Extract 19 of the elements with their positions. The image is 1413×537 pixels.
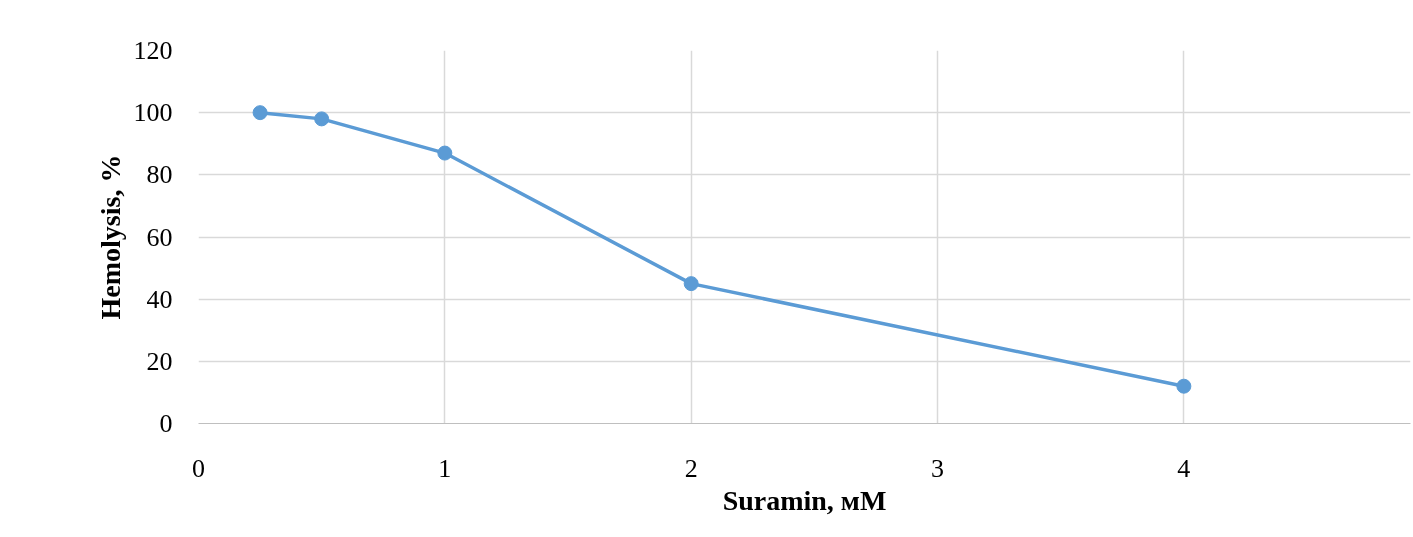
point [314, 111, 330, 127]
x-tick-label: 3 [931, 453, 945, 483]
y-tick-label: 120 [133, 36, 173, 65]
y-tick-label: 40 [146, 284, 173, 314]
x-tick-label: 2 [684, 453, 698, 483]
x-tick-label: 4 [1177, 453, 1191, 483]
y-tick-label: 20 [146, 346, 173, 376]
y-tick-label: 100 [133, 98, 173, 128]
x-tick-label: 1 [438, 453, 452, 483]
y-tick-label: 60 [146, 222, 173, 252]
x-tick-label: 0 [192, 453, 205, 483]
y-axis-title: Hemolysis, % [94, 154, 126, 320]
x-axis-title: Suramin, мМ [722, 484, 887, 516]
point [1176, 378, 1192, 394]
point [683, 276, 699, 292]
y-tick-label: 0 [159, 409, 173, 438]
y-tick-label: 80 [146, 160, 173, 190]
point [252, 105, 268, 121]
point [437, 145, 453, 161]
